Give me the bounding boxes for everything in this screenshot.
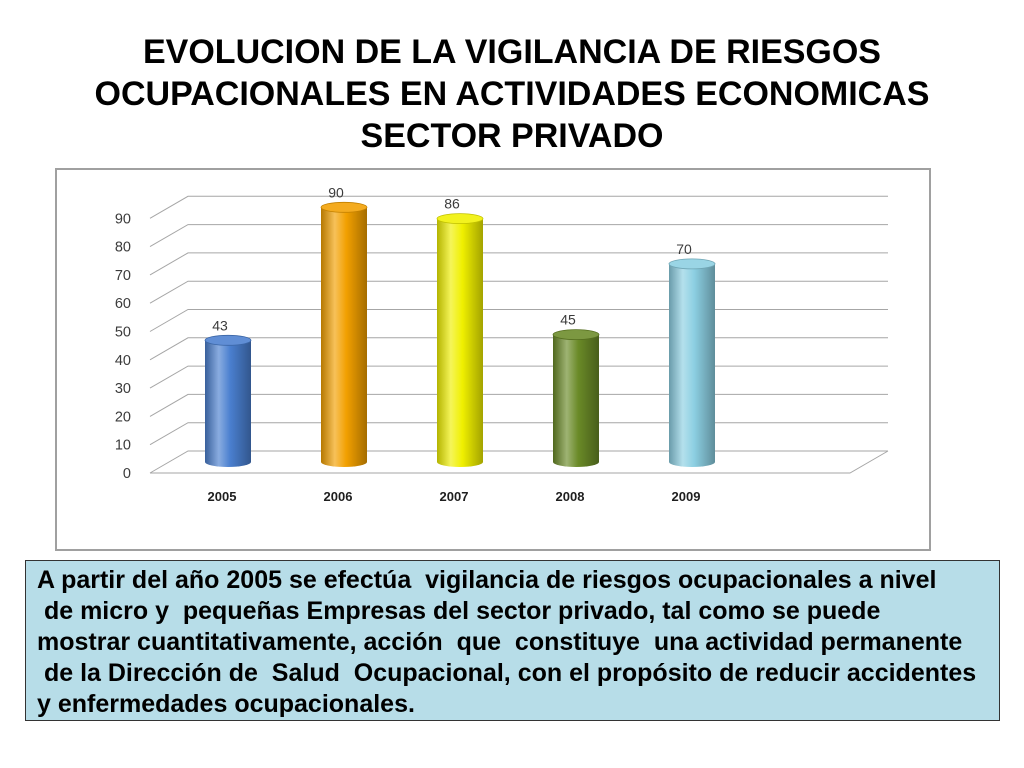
bar-top — [204, 334, 252, 346]
bar-2009 — [668, 258, 716, 467]
data-label: 90 — [328, 184, 344, 200]
bars: 43 90 86 45 70 — [204, 184, 716, 467]
y-tick-label: 90 — [115, 211, 131, 227]
bar-2008 — [552, 329, 600, 467]
y-tick-label: 50 — [115, 325, 131, 341]
slide-title: EVOLUCION DE LA VIGILANCIA DE RIESGOS OC… — [0, 31, 1024, 157]
y-axis: 0 10 20 30 40 50 60 70 80 90 — [115, 211, 131, 482]
bar-body — [205, 340, 251, 462]
description-box: A partir del año 2005 se efectúa vigilan… — [25, 560, 1000, 721]
y-tick-label: 80 — [115, 240, 131, 256]
x-tick-label: 2006 — [324, 489, 353, 504]
title-line: OCUPACIONALES EN ACTIVIDADES ECONOMICAS — [94, 75, 930, 113]
bar-2005 — [204, 334, 252, 467]
data-label: 86 — [444, 196, 460, 212]
chart-floor — [150, 450, 889, 474]
gridline — [149, 393, 888, 417]
gridline — [149, 280, 888, 304]
description-line: mostrar cuantitativamente, acción que co… — [37, 628, 963, 656]
title-line: SECTOR PRIVADO — [360, 117, 664, 155]
y-tick-label: 10 — [115, 438, 131, 454]
y-tick-label: 70 — [115, 268, 131, 284]
description-line: y enfermedades ocupacionales. — [37, 690, 415, 718]
x-axis: 2005 2006 2007 2008 2009 — [208, 489, 701, 504]
title-line: EVOLUCION DE LA VIGILANCIA DE RIESGOS — [143, 33, 881, 71]
x-tick-label: 2007 — [440, 489, 469, 504]
bar-top — [668, 258, 716, 270]
bar-body — [553, 334, 599, 462]
chart-frame — [55, 168, 931, 551]
data-label: 43 — [212, 317, 228, 333]
bar-body — [437, 218, 483, 462]
data-label: 45 — [560, 312, 576, 328]
gridline — [149, 365, 888, 389]
x-tick-label: 2005 — [208, 489, 237, 504]
bar-body — [321, 207, 367, 462]
x-tick-label: 2009 — [672, 489, 701, 504]
y-tick-label: 40 — [115, 353, 131, 369]
gridline — [149, 450, 888, 474]
gridline — [149, 337, 888, 361]
gridline — [149, 195, 888, 219]
x-tick-label: 2008 — [556, 489, 585, 504]
bar-body — [669, 263, 715, 462]
y-tick-label: 30 — [115, 381, 131, 397]
bar-top — [320, 201, 368, 213]
bar-top — [436, 213, 484, 225]
y-tick-label: 0 — [123, 466, 131, 482]
y-tick-label: 20 — [115, 409, 131, 425]
gridline — [149, 422, 888, 446]
gridline — [149, 309, 888, 332]
data-label: 70 — [676, 241, 692, 257]
y-tick-label: 60 — [115, 296, 131, 312]
gridlines — [149, 195, 888, 474]
bar-2007 — [436, 213, 484, 467]
description-line: de la Dirección de Salud Ocupacional, co… — [37, 659, 977, 687]
bar-2006 — [320, 201, 368, 467]
gridline — [149, 252, 888, 276]
description-line: A partir del año 2005 se efectúa vigilan… — [37, 566, 937, 594]
bar-top — [552, 329, 600, 341]
description-line: de micro y pequeñas Empresas del sector … — [37, 597, 881, 625]
gridline — [149, 224, 888, 248]
